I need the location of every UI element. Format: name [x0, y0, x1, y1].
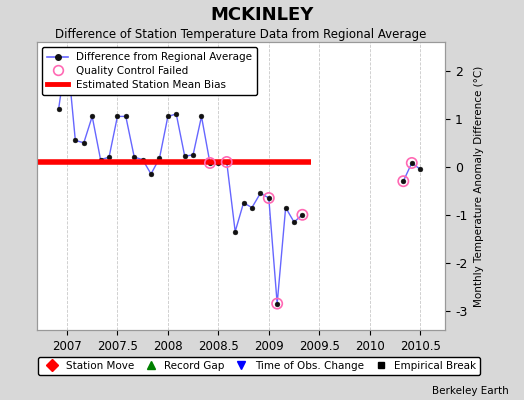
Point: [399, 178, 408, 184]
Point: [408, 160, 416, 166]
Title: Difference of Station Temperature Data from Regional Average: Difference of Station Temperature Data f…: [56, 28, 427, 41]
Text: Berkeley Earth: Berkeley Earth: [432, 386, 508, 396]
Y-axis label: Monthly Temperature Anomaly Difference (°C): Monthly Temperature Anomaly Difference (…: [474, 65, 485, 307]
Point: [298, 212, 307, 218]
Legend: Station Move, Record Gap, Time of Obs. Change, Empirical Break: Station Move, Record Gap, Time of Obs. C…: [38, 357, 481, 375]
Point: [273, 300, 281, 307]
Text: MCKINLEY: MCKINLEY: [210, 6, 314, 24]
Point: [206, 160, 214, 166]
Point: [265, 195, 273, 201]
Point: [223, 159, 231, 165]
